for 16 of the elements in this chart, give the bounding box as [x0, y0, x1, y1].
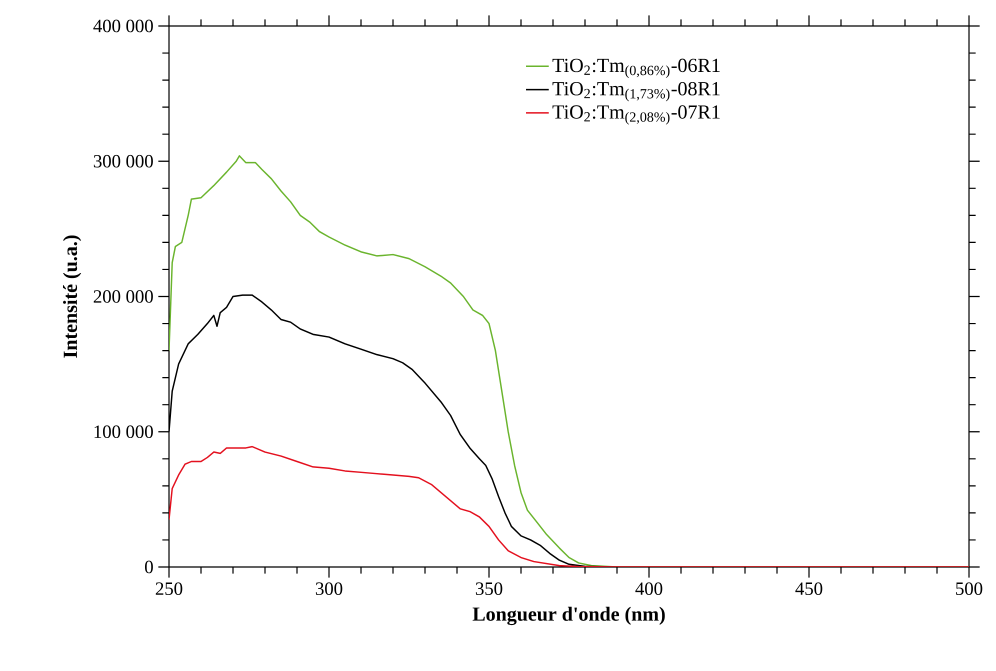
- legend-label: TiO$_{2}$:Tm$_{(2,08%)}$-07R1: [552, 105, 720, 125]
- y-tick-label: 0: [145, 560, 153, 574]
- x-tick-label: 400: [635, 582, 662, 596]
- x-tick-label: 450: [795, 582, 822, 596]
- y-tick-label: 300 000: [94, 155, 153, 168]
- x-axis-title: Longueur d'onde (nm): [472, 606, 665, 626]
- x-tick-label: 500: [956, 582, 982, 596]
- y-tick-label: 200 000: [94, 290, 153, 303]
- x-tick-label: 300: [316, 582, 342, 596]
- legend-label: TiO$_{2}$:Tm$_{(1,73%)}$-08R1: [552, 82, 720, 102]
- y-tick-label: 100 000: [94, 426, 153, 438]
- y-axis-title: Intensité (u.a.): [62, 236, 82, 358]
- x-tick-label: 250: [156, 582, 182, 596]
- y-tick-label: 400 000: [93, 20, 153, 32]
- x-tick-label: 350: [476, 582, 502, 596]
- legend-label: TiO$_{2}$:Tm$_{(0,86%)}$-06R1: [552, 58, 720, 78]
